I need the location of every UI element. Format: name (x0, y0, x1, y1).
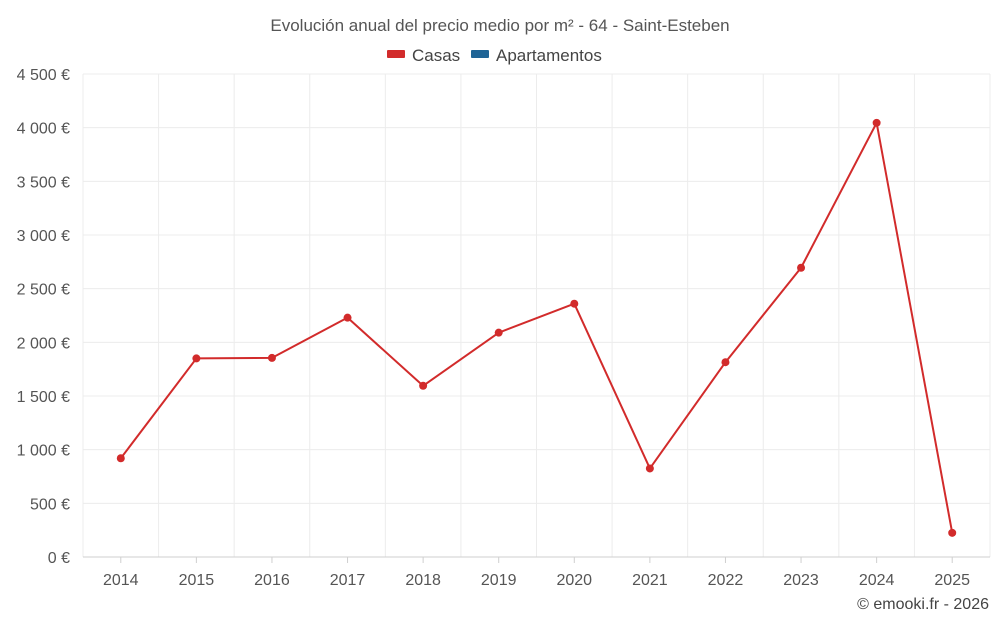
data-point-casas[interactable] (721, 358, 730, 367)
legend-label-casas: Casas (412, 46, 460, 65)
data-point-casas[interactable] (948, 528, 957, 537)
legend-label-apartamentos: Apartamentos (496, 46, 602, 65)
legend-item-apartamentos[interactable]: Apartamentos (471, 46, 602, 65)
x-tick-label: 2014 (103, 572, 139, 589)
y-tick-label: 1 500 € (17, 389, 70, 406)
y-tick-label: 1 000 € (17, 443, 70, 460)
legend: Casas Apartamentos (387, 46, 602, 65)
legend-swatch-apartamentos (471, 50, 489, 58)
y-tick-label: 2 500 € (17, 282, 70, 299)
axes (83, 556, 990, 563)
y-tick-label: 4 000 € (17, 121, 70, 138)
data-point-casas[interactable] (494, 328, 503, 337)
y-tick-label: 3 000 € (17, 228, 70, 245)
x-tick-label: 2024 (859, 572, 895, 589)
data-point-casas[interactable] (419, 381, 428, 390)
data-point-casas[interactable] (645, 464, 654, 473)
y-axis-ticks: 0 € 500 € 1 000 € 1 500 € 2 000 € 2 500 € 3 00… (17, 67, 70, 567)
data-point-casas[interactable] (192, 354, 201, 363)
legend-swatch-casas (387, 50, 405, 58)
y-tick-label: 500 € (30, 496, 70, 513)
legend-item-casas[interactable]: Casas (387, 46, 460, 65)
data-point-casas[interactable] (343, 313, 352, 322)
data-point-casas[interactable] (116, 454, 125, 463)
x-tick-label: 2025 (934, 572, 970, 589)
x-tick-label: 2020 (556, 572, 592, 589)
series-line-casas (119, 121, 954, 534)
x-tick-label: 2016 (254, 572, 290, 589)
x-tick-label: 2019 (481, 572, 517, 589)
credit-text: © emooki.fr - 2026 (857, 596, 989, 613)
x-tick-label: 2017 (330, 572, 366, 589)
y-tick-label: 3 500 € (17, 174, 70, 191)
y-tick-label: 4 500 € (17, 67, 70, 84)
chart-title: Evolución anual del precio medio por m² … (270, 16, 729, 35)
data-point-casas[interactable] (797, 263, 806, 272)
x-tick-label: 2018 (405, 572, 441, 589)
series-casas (116, 118, 957, 537)
data-point-casas[interactable] (570, 299, 579, 308)
y-tick-label: 2 000 € (17, 335, 70, 352)
x-axis-ticks: 2014 2015 2016 2017 2018 2019 2020 2021 2022 2023… (103, 572, 970, 589)
grid (82, 73, 991, 557)
y-tick-label: 0 € (48, 550, 70, 567)
x-tick-label: 2022 (708, 572, 744, 589)
x-tick-label: 2021 (632, 572, 668, 589)
data-point-casas[interactable] (267, 353, 276, 362)
data-point-casas[interactable] (872, 118, 881, 127)
x-tick-label: 2015 (179, 572, 215, 589)
x-tick-label: 2023 (783, 572, 819, 589)
